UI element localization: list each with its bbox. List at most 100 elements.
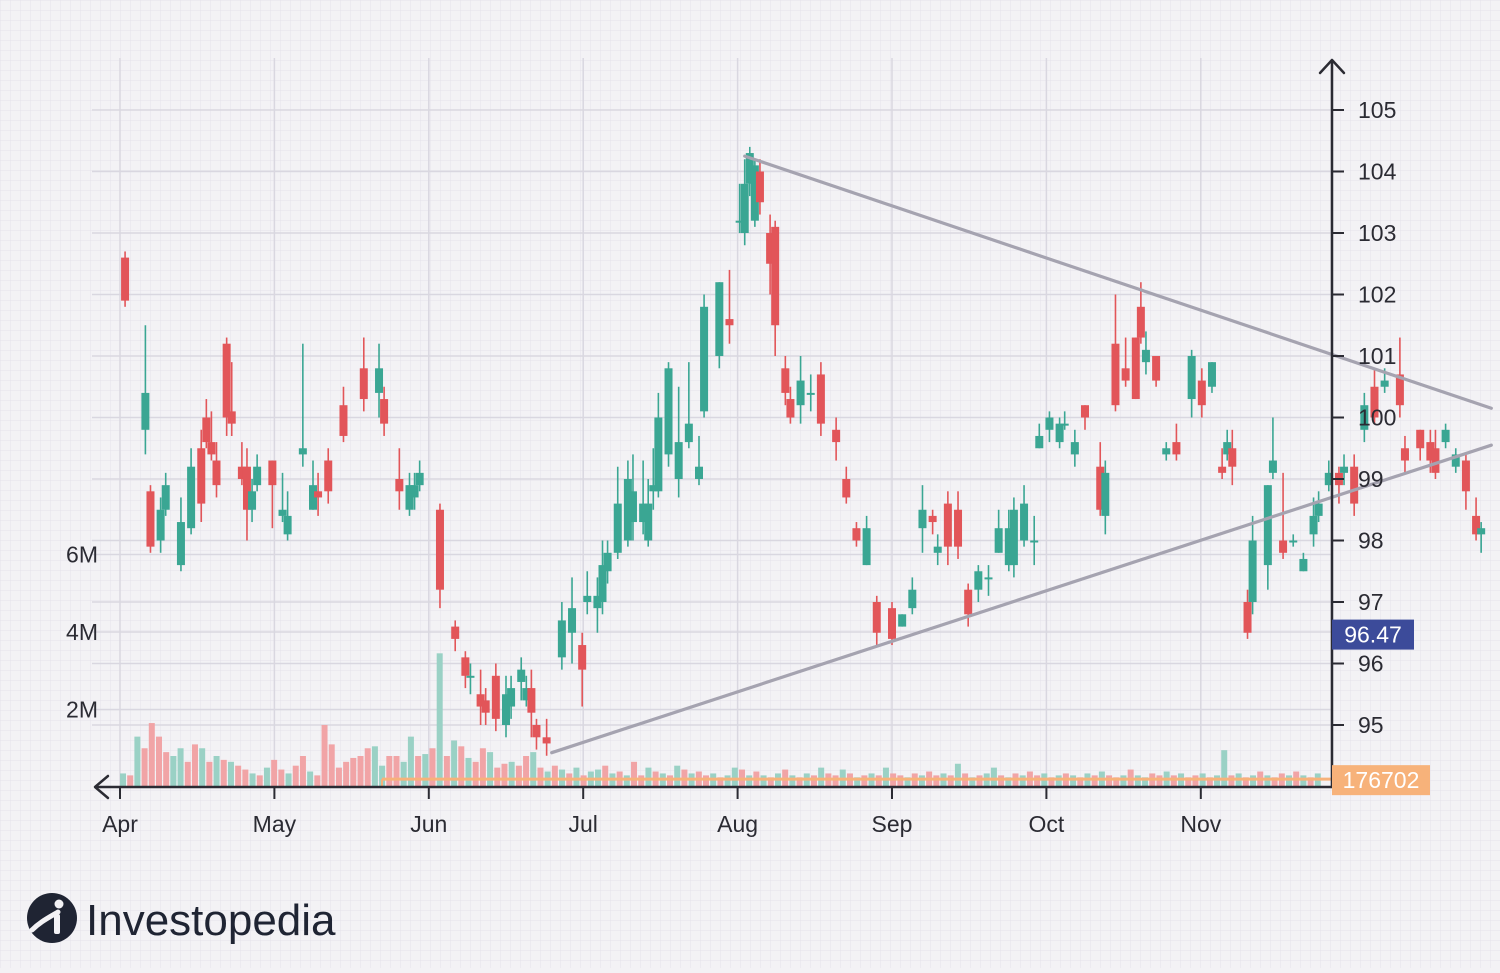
- volume-bar: [1156, 775, 1163, 787]
- candle-body: [415, 472, 424, 486]
- last-price-label: 96.47: [1344, 622, 1402, 648]
- candle-body: [1172, 442, 1181, 455]
- candle: [1472, 497, 1481, 541]
- volume-bar: [321, 725, 328, 787]
- volume-bar: [213, 756, 220, 787]
- candle: [994, 509, 1003, 553]
- candle: [796, 356, 805, 424]
- candle: [568, 577, 577, 664]
- volume-bar: [1300, 775, 1307, 787]
- price-tick-label: 101: [1358, 343, 1396, 369]
- volume-bar: [1134, 775, 1141, 787]
- candle: [1070, 429, 1079, 467]
- candle: [298, 343, 307, 467]
- candle: [1055, 417, 1064, 449]
- candle: [1162, 442, 1171, 461]
- candle: [309, 460, 317, 510]
- candle: [1268, 417, 1277, 479]
- candle: [715, 282, 724, 369]
- candle: [1441, 423, 1450, 449]
- candle: [578, 632, 587, 707]
- candle-body: [1395, 374, 1404, 406]
- volume-level-label: 176702: [1343, 767, 1420, 793]
- candle-body: [623, 479, 632, 541]
- candle: [664, 362, 673, 467]
- candle-body: [1162, 448, 1171, 455]
- volume-bar: [148, 723, 155, 787]
- candle: [862, 515, 871, 566]
- candle-body: [852, 528, 861, 541]
- candle-body: [1268, 460, 1277, 473]
- volume-bar: [918, 775, 925, 787]
- candle-body: [898, 614, 907, 627]
- price-axis-arrow: [1318, 58, 1346, 75]
- volume-bar: [1206, 777, 1213, 787]
- month-tick-label: Sep: [872, 811, 913, 837]
- candle-body: [1431, 448, 1440, 473]
- volume-level-badge: [1332, 765, 1430, 796]
- candle: [451, 620, 460, 652]
- candle-body: [1400, 448, 1409, 461]
- candle-body: [375, 368, 384, 393]
- candle-body: [1197, 380, 1206, 406]
- volume-bar: [767, 777, 774, 787]
- price-tick-label: 98: [1358, 528, 1384, 554]
- volume-bar: [1170, 775, 1177, 787]
- candle-body: [314, 491, 323, 498]
- candle-body: [141, 392, 150, 430]
- volume-bar: [220, 759, 227, 787]
- volume-bar: [760, 775, 767, 787]
- candle: [593, 577, 602, 633]
- candle-body: [1441, 429, 1450, 443]
- candle-body: [806, 392, 815, 395]
- volume-bar: [1077, 777, 1084, 787]
- candle-body: [522, 688, 531, 701]
- candle: [339, 386, 348, 443]
- candle-body: [451, 626, 460, 639]
- volume-bar: [1091, 775, 1098, 787]
- candle-body: [176, 522, 185, 566]
- candle: [1243, 589, 1252, 639]
- candle-body: [502, 694, 510, 725]
- volume-bar: [703, 775, 710, 787]
- candle-body: [1263, 485, 1272, 566]
- candle: [1207, 362, 1216, 393]
- volume-bar: [465, 757, 472, 787]
- volume-bar: [357, 756, 364, 787]
- candle-body: [237, 466, 246, 479]
- candle-body: [1223, 442, 1232, 455]
- candle: [1228, 429, 1237, 486]
- candle: [1030, 515, 1039, 566]
- logo-text: Investopedia: [86, 896, 336, 945]
- candle: [933, 534, 942, 566]
- candle: [202, 399, 211, 449]
- candle: [1004, 509, 1013, 572]
- candle-body: [1380, 380, 1389, 387]
- candle-body: [725, 319, 734, 326]
- volume-bar: [537, 767, 544, 787]
- candle: [481, 688, 490, 725]
- volume-bar: [199, 748, 206, 787]
- candle-body: [786, 399, 795, 418]
- candle: [1324, 460, 1333, 492]
- candle-body: [197, 448, 206, 504]
- candle: [1172, 423, 1181, 461]
- volume-bar: [818, 767, 825, 787]
- candle: [527, 669, 536, 738]
- candle: [222, 337, 231, 436]
- candle: [237, 442, 246, 486]
- candle-body: [781, 368, 790, 393]
- candle: [415, 460, 424, 492]
- candle-body: [248, 491, 257, 510]
- candle-body: [405, 485, 414, 510]
- candle: [639, 460, 648, 535]
- candle: [359, 337, 368, 412]
- candle: [786, 386, 795, 424]
- candle: [324, 448, 333, 504]
- volume-bar: [882, 767, 889, 787]
- volume-bar: [573, 767, 580, 787]
- month-tick-label: Apr: [102, 811, 138, 837]
- candle-body: [1070, 442, 1079, 455]
- candle: [242, 448, 251, 541]
- candle-body: [872, 602, 881, 633]
